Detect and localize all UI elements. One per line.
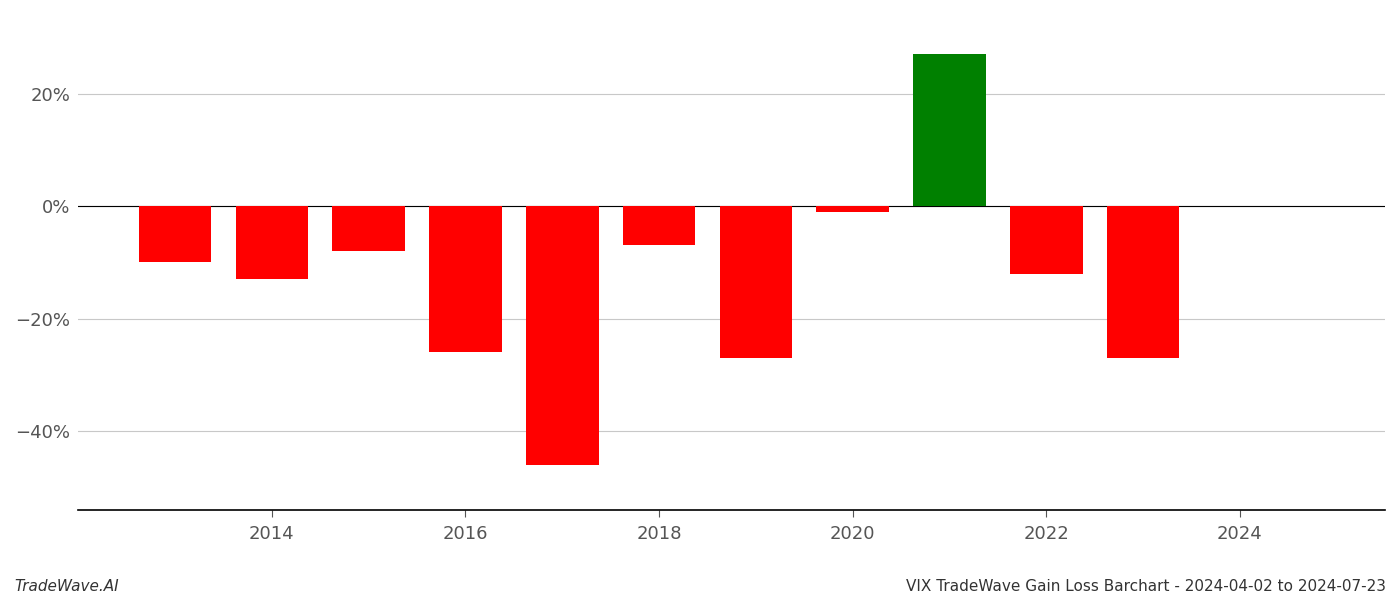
- Bar: [1009, 206, 1082, 274]
- Bar: [526, 206, 599, 465]
- Bar: [913, 55, 986, 206]
- Bar: [623, 206, 696, 245]
- Bar: [1107, 206, 1179, 358]
- Bar: [816, 206, 889, 212]
- Text: VIX TradeWave Gain Loss Barchart - 2024-04-02 to 2024-07-23: VIX TradeWave Gain Loss Barchart - 2024-…: [906, 579, 1386, 594]
- Bar: [720, 206, 792, 358]
- Bar: [430, 206, 501, 352]
- Bar: [139, 206, 211, 262]
- Bar: [332, 206, 405, 251]
- Text: TradeWave.AI: TradeWave.AI: [14, 579, 119, 594]
- Bar: [235, 206, 308, 279]
